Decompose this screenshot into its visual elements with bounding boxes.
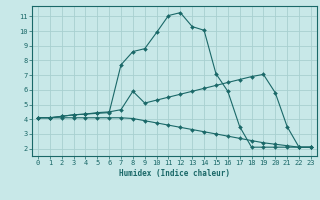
X-axis label: Humidex (Indice chaleur): Humidex (Indice chaleur) (119, 169, 230, 178)
